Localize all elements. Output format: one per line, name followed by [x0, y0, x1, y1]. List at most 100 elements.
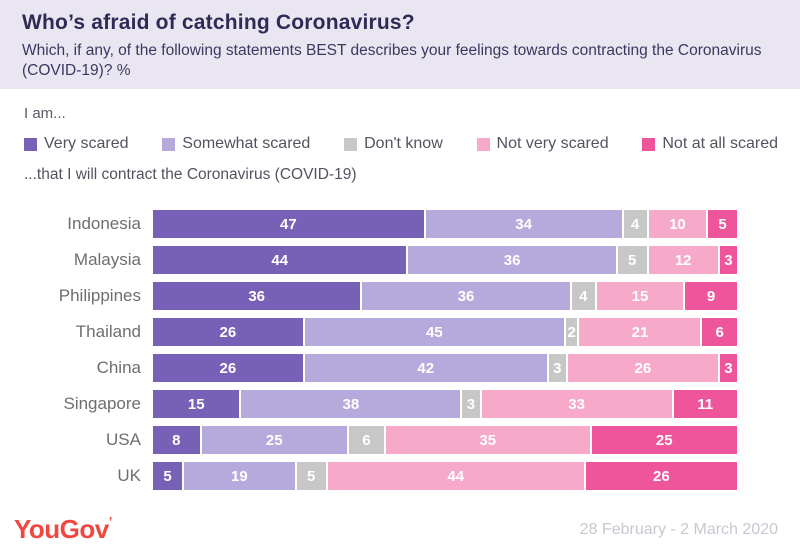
bar-segment-somewhat-scared: 45: [304, 318, 564, 346]
bar-value: 36: [457, 287, 475, 305]
legend-intro: I am...: [24, 105, 66, 122]
page-title: Who’s afraid of catching Coronavirus?: [22, 11, 415, 34]
country-label: USA: [106, 430, 141, 449]
bar-segment-not-very-scared: 33: [481, 390, 672, 418]
legend-item-don-t-know: Don't know: [344, 135, 443, 153]
bar-row-thailand: Thailand 26 45 2 21 6: [0, 318, 800, 346]
bar-segment-not-at-all-scared: 5: [708, 210, 737, 238]
bar-value: 44: [271, 251, 289, 269]
bar-value: 3: [553, 359, 562, 377]
legend-label: Very scared: [44, 135, 129, 152]
bar-segment-somewhat-scared: 25: [201, 426, 347, 454]
bar-value: 15: [631, 287, 649, 305]
bar-segment-very-scared: 8: [153, 426, 200, 454]
bar-value: 25: [655, 431, 673, 449]
bar-row-china: China 26 42 3 26 3: [0, 354, 800, 382]
bar-track: 8 25 6 35 25: [153, 426, 737, 454]
country-label: Malaysia: [73, 250, 141, 269]
bar-value: 45: [426, 323, 443, 341]
bar-segment-very-scared: 26: [153, 354, 303, 382]
fieldwork-date-range: 28 February - 2 March 2020: [579, 520, 778, 538]
bar-track: 5 19 5 44 26: [153, 462, 737, 490]
bar-value: 42: [417, 359, 435, 377]
bar-segment-don-t-know: 4: [571, 282, 595, 310]
bar-value: 6: [715, 323, 724, 341]
page-subtitle: Which, if any, of the following statemen…: [22, 42, 762, 80]
bar-row-usa: USA 8 25 6 35 25: [0, 426, 800, 454]
bar-value: 4: [579, 287, 588, 305]
legend-swatch-not-at-all-scared: [642, 137, 656, 151]
bar-segment-not-very-scared: 10: [648, 210, 707, 238]
bar-segment-not-at-all-scared: 26: [585, 462, 737, 490]
bar-segment-somewhat-scared: 42: [304, 354, 547, 382]
bar-value: 19: [231, 467, 248, 485]
bar-segment-very-scared: 15: [153, 390, 240, 418]
bar-value: 4: [630, 215, 640, 233]
bar-value: 5: [718, 215, 727, 233]
yougov-logo-text: YouGov: [14, 514, 109, 544]
bar-value: 3: [724, 251, 733, 269]
yougov-logo: YouGov’: [14, 514, 112, 545]
bar-segment-don-t-know: 3: [548, 354, 566, 382]
legend-row: Very scared Somewhat scared Don't know Not …: [24, 135, 778, 153]
bar-segment-not-very-scared: 15: [596, 282, 684, 310]
bar-segment-not-very-scared: 44: [327, 462, 584, 490]
bar-value: 38: [342, 395, 360, 413]
bar-segment-don-t-know: 2: [565, 318, 578, 346]
legend-item-not-at-all-scared: Not at all scared: [642, 135, 778, 153]
bar-value: 15: [187, 395, 205, 413]
bar-segment-not-very-scared: 26: [567, 354, 718, 382]
legend-swatch-very-scared: [24, 137, 37, 151]
bar-segment-not-at-all-scared: 6: [702, 318, 737, 346]
bar-segment-don-t-know: 5: [617, 246, 647, 274]
bar-segment-very-scared: 26: [153, 318, 303, 346]
bar-track: 26 42 3 26 3: [153, 354, 738, 382]
bar-segment-somewhat-scared: 19: [184, 462, 295, 490]
legend-label: Don't know: [364, 135, 443, 152]
legend-block: I am... Very scared Somewhat scared Don't …: [0, 89, 800, 184]
legend-item-very-scared: Very scared: [24, 135, 128, 153]
header: Who’s afraid of catching Coronavirus? Wh…: [0, 0, 800, 89]
bar-value: 33: [568, 395, 585, 413]
bar-value: 8: [172, 431, 181, 449]
country-label: China: [96, 358, 141, 377]
country-label: UK: [117, 466, 141, 485]
logo-trademark-tick: ’: [108, 514, 113, 529]
bar-value: 12: [674, 251, 692, 269]
bar-segment-not-at-all-scared: 3: [719, 246, 737, 274]
legend-label: Not very scared: [496, 135, 609, 152]
bar-row-indonesia: Indonesia 47 34 4 10 5: [0, 210, 800, 238]
bar-segment-very-scared: 36: [153, 282, 361, 310]
bar-segment-not-at-all-scared: 9: [685, 282, 738, 310]
bar-segment-somewhat-scared: 36: [408, 246, 616, 274]
legend-swatch-don-t-know: [344, 137, 358, 151]
bar-value: 9: [706, 287, 716, 305]
bar-track: 44 36 5 12 3: [153, 246, 737, 274]
bar-value: 3: [724, 359, 733, 377]
legend-label: Somewhat scared: [182, 135, 311, 152]
bar-track: 36 36 4 15 9: [153, 282, 738, 310]
country-label: Indonesia: [67, 214, 141, 233]
bar-segment-not-very-scared: 35: [385, 426, 590, 454]
legend-label: Not at all scared: [662, 135, 778, 152]
bar-row-uk: UK 5 19 5 44 26: [0, 462, 800, 490]
bar-segment-somewhat-scared: 34: [425, 210, 622, 238]
bar-row-philippines: Philippines 36 36 4 15 9: [0, 282, 800, 310]
legend-swatch-not-very-scared: [476, 137, 490, 151]
bar-value: 35: [479, 431, 497, 449]
bar-value: 6: [362, 431, 371, 449]
bar-value: 26: [219, 359, 237, 377]
legend-swatch-somewhat-scared: [162, 137, 176, 151]
legend-item-somewhat-scared: Somewhat scared: [162, 135, 310, 153]
bar-value: 26: [634, 359, 652, 377]
bar-segment-not-very-scared: 12: [648, 246, 718, 274]
bar-segment-not-at-all-scared: 25: [591, 426, 737, 454]
bar-segment-don-t-know: 5: [296, 462, 326, 490]
bar-track: 15 38 3 33 11: [153, 390, 737, 418]
bar-value: 3: [466, 395, 476, 413]
bar-segment-don-t-know: 3: [462, 390, 480, 418]
bar-row-singapore: Singapore 15 38 3 33 11: [0, 390, 800, 418]
bar-value: 5: [163, 467, 172, 485]
bar-track: 26 45 2 21 6: [153, 318, 737, 346]
bar-segment-somewhat-scared: 38: [241, 390, 461, 418]
